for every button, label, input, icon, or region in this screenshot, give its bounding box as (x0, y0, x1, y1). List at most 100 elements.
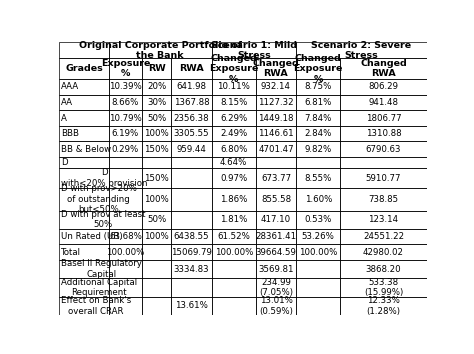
Bar (171, 141, 212, 157)
Text: 855.58: 855.58 (261, 195, 291, 204)
Bar (256, 168, 296, 188)
Bar (109, 278, 142, 297)
Text: 1.81%: 1.81% (220, 215, 247, 224)
Text: 1146.61: 1146.61 (258, 129, 294, 138)
Bar (142, 278, 171, 297)
Text: 8.75%: 8.75% (304, 82, 332, 91)
Bar (142, 211, 171, 229)
Bar (212, 297, 256, 315)
Bar (59, 157, 109, 168)
Text: RW: RW (148, 64, 165, 73)
Text: Basel II Regulatory
Capital: Basel II Regulatory Capital (61, 259, 142, 279)
Bar (296, 79, 340, 95)
Bar (340, 168, 427, 188)
Text: 2.84%: 2.84% (304, 129, 332, 138)
Text: 100%: 100% (144, 129, 169, 138)
Bar (340, 95, 427, 110)
Text: 2356.38: 2356.38 (173, 114, 210, 122)
Text: 150%: 150% (144, 145, 169, 154)
Bar (59, 260, 109, 278)
Text: Scenario 2: Severe
Stress: Scenario 2: Severe Stress (311, 41, 411, 60)
Text: Changed
Exposure
%: Changed Exposure % (293, 54, 343, 84)
Bar (142, 245, 171, 260)
Bar (109, 211, 142, 229)
Bar (109, 95, 142, 110)
Bar (296, 211, 340, 229)
Bar (171, 188, 212, 211)
Text: 6438.55: 6438.55 (173, 232, 210, 241)
Text: D with prov>20%
of outstanding
but<50%: D with prov>20% of outstanding but<50% (61, 184, 137, 214)
Bar (109, 141, 142, 157)
Text: 15069.79: 15069.79 (171, 248, 212, 257)
Text: Changed
RWA: Changed RWA (360, 59, 407, 78)
Bar (59, 79, 109, 95)
Text: 0.97%: 0.97% (220, 173, 247, 183)
Bar (256, 278, 296, 297)
Bar (212, 141, 256, 157)
Text: 10.79%: 10.79% (109, 114, 142, 122)
Bar (296, 260, 340, 278)
Bar (59, 297, 109, 315)
Text: 4.64%: 4.64% (220, 158, 247, 167)
Bar (171, 58, 212, 79)
Text: 1310.88: 1310.88 (365, 129, 401, 138)
Bar (212, 42, 296, 58)
Bar (142, 79, 171, 95)
Text: 1.60%: 1.60% (304, 195, 332, 204)
Text: 1449.18: 1449.18 (258, 114, 294, 122)
Bar (109, 157, 142, 168)
Text: 30%: 30% (147, 98, 166, 107)
Bar (256, 245, 296, 260)
Text: 738.85: 738.85 (368, 195, 399, 204)
Text: 50%: 50% (147, 215, 166, 224)
Text: 50%: 50% (147, 114, 166, 122)
Text: 941.48: 941.48 (368, 98, 399, 107)
Text: 53.26%: 53.26% (302, 232, 335, 241)
Bar (212, 188, 256, 211)
Text: 6.80%: 6.80% (220, 145, 247, 154)
Bar (340, 58, 427, 79)
Bar (340, 188, 427, 211)
Bar (256, 188, 296, 211)
Bar (256, 126, 296, 141)
Bar (109, 126, 142, 141)
Text: Scenario 1: Mild
Stress: Scenario 1: Mild Stress (211, 41, 297, 60)
Bar (171, 245, 212, 260)
Text: 6.29%: 6.29% (220, 114, 247, 122)
Text: 100%: 100% (144, 195, 169, 204)
Bar (59, 229, 109, 245)
Text: BB & Below: BB & Below (61, 145, 111, 154)
Bar (212, 229, 256, 245)
Bar (256, 229, 296, 245)
Bar (296, 110, 340, 126)
Bar (109, 188, 142, 211)
Text: 6.81%: 6.81% (304, 98, 332, 107)
Text: RWA: RWA (179, 64, 204, 73)
Text: 932.14: 932.14 (261, 82, 291, 91)
Text: 2.49%: 2.49% (220, 129, 247, 138)
Text: 10.39%: 10.39% (109, 82, 142, 91)
Bar (142, 110, 171, 126)
Bar (142, 260, 171, 278)
Text: 6790.63: 6790.63 (365, 145, 401, 154)
Text: 100.00%: 100.00% (106, 248, 145, 257)
Text: Original Corporate Portfolio of
the Bank: Original Corporate Portfolio of the Bank (79, 41, 242, 60)
Text: 150%: 150% (144, 173, 169, 183)
Bar (59, 188, 109, 211)
Text: 39664.59: 39664.59 (255, 248, 296, 257)
Bar (142, 297, 171, 315)
Bar (256, 141, 296, 157)
Bar (142, 229, 171, 245)
Bar (340, 110, 427, 126)
Bar (171, 211, 212, 229)
Bar (142, 141, 171, 157)
Bar (212, 58, 256, 79)
Bar (212, 95, 256, 110)
Bar (256, 79, 296, 95)
Text: 42980.02: 42980.02 (363, 248, 404, 257)
Bar (142, 126, 171, 141)
Text: 9.82%: 9.82% (305, 145, 332, 154)
Bar (109, 79, 142, 95)
Bar (59, 58, 109, 79)
Text: 1806.77: 1806.77 (365, 114, 401, 122)
